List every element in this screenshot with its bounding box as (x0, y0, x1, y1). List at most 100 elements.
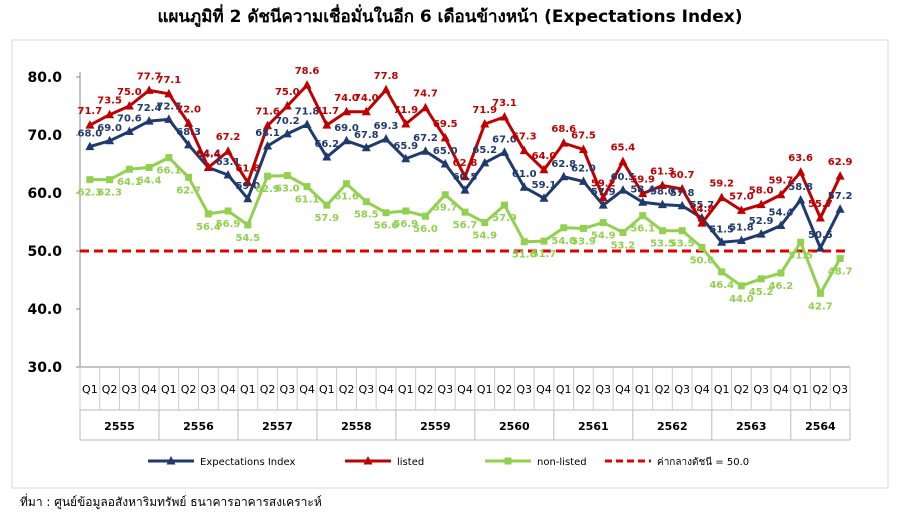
data-label: 64.4 (196, 149, 221, 160)
x-quarter-label: Q3 (437, 383, 453, 396)
data-point (519, 182, 529, 191)
data-point (440, 159, 450, 168)
x-quarter-label: Q1 (556, 383, 572, 396)
data-label: 67.8 (354, 130, 379, 141)
data-label: 45.2 (749, 287, 774, 298)
data-label: 58.0 (749, 186, 774, 197)
data-label: 57.0 (729, 191, 754, 202)
data-label: 56.9 (393, 219, 418, 230)
data-point (835, 204, 845, 213)
data-point (322, 152, 332, 161)
data-point (797, 238, 805, 246)
data-label: 68.3 (176, 127, 201, 138)
x-year-label: 2563 (736, 420, 767, 433)
x-quarter-label: Q2 (418, 383, 434, 396)
data-point (599, 219, 607, 227)
data-point (815, 243, 825, 252)
x-quarter-label: Q2 (260, 383, 276, 396)
data-label: 50.5 (808, 230, 833, 241)
data-label: 62.8 (551, 159, 576, 170)
data-point (639, 212, 647, 220)
data-point (184, 118, 194, 127)
data-point (422, 212, 430, 220)
data-point (361, 142, 371, 152)
x-quarter-label: Q1 (398, 383, 414, 396)
legend-label: non-listed (537, 457, 587, 468)
x-quarter-label: Q1 (793, 383, 809, 396)
data-point (106, 176, 114, 184)
data-point (578, 144, 588, 153)
data-point (736, 235, 746, 245)
data-label: 65.2 (472, 145, 497, 156)
x-year-label: 2556 (183, 420, 214, 433)
data-point (303, 183, 311, 191)
x-quarter-label: Q1 (161, 383, 177, 396)
x-quarter-label: Q4 (141, 383, 157, 396)
data-point (282, 128, 292, 138)
x-year-label: 2564 (805, 420, 836, 433)
x-year-label: 2562 (657, 420, 688, 433)
data-point (382, 209, 390, 217)
legend: Expectations Index listed non-listed ค่ากลา… (148, 456, 749, 468)
data-label: 72.4 (137, 103, 162, 114)
data-point (85, 120, 95, 129)
x-quarter-label: Q2 (497, 383, 513, 396)
data-label: 71.7 (78, 106, 103, 117)
y-tick-label: 50.0 (27, 244, 62, 260)
data-labels-group: 68.069.070.672.472.768.364.463.159.068.1… (78, 66, 853, 312)
data-point (657, 199, 667, 209)
data-label: 44.0 (729, 294, 754, 305)
data-point (421, 102, 431, 112)
data-label: 78.6 (295, 66, 320, 77)
data-label: 64.4 (137, 175, 162, 186)
data-point (164, 88, 174, 98)
y-tick-label: 40.0 (27, 302, 62, 318)
data-point (717, 237, 727, 246)
data-label: 54.5 (235, 233, 260, 244)
data-label: 69.0 (334, 123, 359, 134)
data-label: 65.9 (393, 141, 418, 152)
data-label: 62.7 (176, 185, 201, 196)
data-point (203, 162, 213, 171)
data-label: 46.4 (709, 280, 734, 291)
data-point (499, 112, 509, 121)
data-label: 61.6 (334, 192, 359, 203)
x-quarter-label: Q1 (714, 383, 730, 396)
data-label: 53.5 (670, 239, 695, 250)
data-point (282, 101, 292, 110)
x-quarter-label: Q3 (358, 383, 374, 396)
data-point (499, 147, 509, 156)
data-point (519, 145, 529, 155)
data-point (520, 238, 528, 246)
data-point (677, 183, 687, 193)
data-label: 73.1 (492, 98, 517, 109)
data-label: 75.0 (117, 87, 142, 98)
data-label: 72.7 (157, 101, 182, 112)
data-point (835, 171, 845, 180)
data-point (283, 172, 291, 180)
x-quarter-label: Q2 (181, 383, 197, 396)
data-label: 77.1 (157, 75, 182, 86)
data-label: 71.7 (314, 106, 339, 117)
data-label: 64.0 (532, 151, 557, 162)
data-point (677, 200, 687, 210)
data-label: 46.2 (769, 281, 794, 292)
legend-marker (166, 456, 176, 465)
data-label: 59.1 (532, 180, 557, 191)
data-point (500, 201, 508, 209)
data-point (204, 210, 212, 218)
data-label: 70.2 (275, 116, 300, 127)
x-year-label: 2557 (262, 420, 293, 433)
data-label: 67.3 (512, 132, 537, 143)
data-label: 75.0 (275, 87, 300, 98)
data-label: 56.4 (196, 222, 221, 233)
data-label: 58.0 (650, 187, 675, 198)
data-label: 60.7 (670, 170, 695, 181)
x-quarter-label: Q4 (457, 383, 473, 396)
data-label: 63.1 (216, 157, 241, 168)
data-label: 59.9 (630, 175, 655, 186)
x-quarter-label: Q4 (299, 383, 315, 396)
chart-frame (11, 39, 889, 489)
x-quarter-label: Q1 (319, 383, 335, 396)
